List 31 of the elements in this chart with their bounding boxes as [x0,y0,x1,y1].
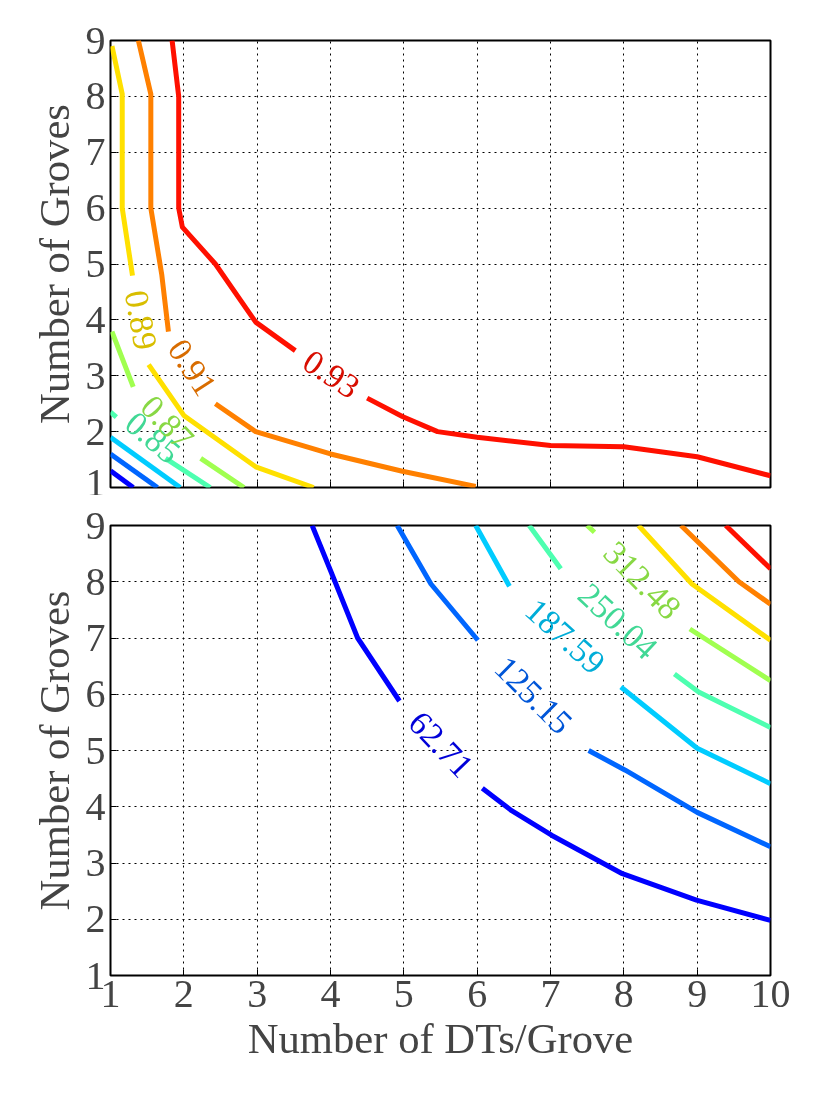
text: 0.93 [296,342,367,406]
y-tick-label: 4 [85,783,106,829]
y-tick-label: 6 [85,185,106,231]
y-axis-title: Number of Groves [30,590,78,911]
y-tick-label: 1 [85,459,106,505]
x-tick-label: 7 [540,970,561,1016]
y-tick-label: 2 [85,896,106,942]
text: 0.89 [117,287,165,353]
y-axis-title: Number of Groves [30,104,78,424]
y-tick-label: 4 [85,296,106,342]
y-tick-label: 3 [85,352,106,398]
x-tick-label: 3 [247,970,268,1016]
y-tick-label: 7 [85,615,106,660]
y-tick-label: 5 [85,727,106,773]
y-tick-label: 2 [85,408,106,454]
x-tick-label: 2 [173,970,194,1016]
x-axis-title: Number of DTs/Grove [247,1014,634,1062]
x-tick-label: 8 [613,970,634,1016]
x-tick-label: 6 [467,970,488,1016]
y-tick-label: 3 [85,840,106,885]
y-tick-label: 9 [85,502,106,548]
x-tick-label: 10 [750,970,791,1016]
x-tick-label: 9 [687,970,708,1016]
y-tick-label: 9 [85,17,106,63]
y-tick-label: 7 [85,129,106,175]
y-tick-label: 8 [85,558,106,604]
y-tick-label: 6 [85,671,106,717]
x-tick-label: 5 [393,970,414,1016]
y-tick-label: 5 [85,241,106,286]
y-tick-label: 8 [85,73,106,119]
x-tick-label: 4 [320,970,341,1016]
